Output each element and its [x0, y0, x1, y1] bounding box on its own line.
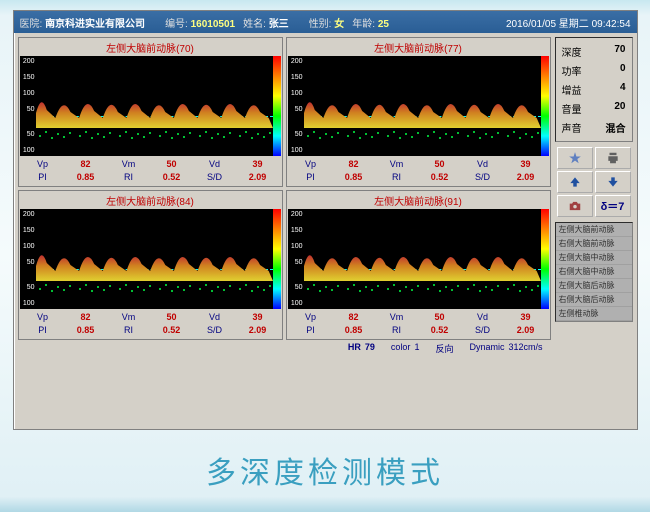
print-button[interactable] — [595, 147, 631, 169]
sound-value: 混合 — [606, 120, 626, 135]
name-label: 姓名: — [243, 19, 266, 30]
panel-title: 左侧大脑前动脉(77) — [288, 39, 549, 56]
panel-title: 左侧大脑前动脉(91) — [288, 192, 549, 209]
camera-button[interactable] — [557, 195, 593, 217]
volume-value: 20 — [614, 101, 625, 116]
gender-value: 女 — [334, 19, 344, 30]
dynamic-value: 312cm/s — [508, 342, 542, 355]
vessel-list[interactable]: 左侧大脑前动脉右侧大脑前动脉左侧大脑中动脉右侧大脑中动脉左侧大脑后动脉右侧大脑后… — [555, 222, 633, 322]
page-caption: 多深度检测模式 — [10, 448, 640, 492]
spectrum-panel-1: 左侧大脑前动脉(77) 2001501005050100 Vp82 Vm50 V… — [286, 37, 551, 187]
colorbar — [541, 56, 549, 156]
name-value: 张三 — [269, 19, 289, 30]
vessel-item[interactable]: 右侧大脑前动脉 — [556, 237, 632, 251]
app-window: 医院: 南京科进实业有限公司 编号: 16010501 姓名: 张三 性别: 女… — [13, 10, 638, 430]
vessel-item[interactable]: 左侧椎动脉 — [556, 307, 632, 321]
control-panel: 深度 70 功率 0 增益 4 音量 20 声音 混合 δ＝7 左侧大脑前动脉右侧大脑前动… — [555, 37, 633, 357]
datetime: 2016/01/05 星期二 09:42:54 — [506, 15, 631, 30]
vessel-item[interactable]: 左侧大脑前动脉 — [556, 223, 632, 237]
vessel-item[interactable]: 右侧大脑后动脉 — [556, 293, 632, 307]
spectrum-display[interactable]: 2001501005050100 — [288, 209, 549, 309]
spectrum-panel-0: 左侧大脑前动脉(70) 2001501005050100 Vp82 Vm50 V… — [18, 37, 283, 187]
spectrum-grid: 左侧大脑前动脉(70) 2001501005050100 Vp82 Vm50 V… — [18, 37, 551, 357]
color-label: color — [391, 342, 411, 355]
y-axis: 2001501005050100 — [288, 56, 304, 156]
y-axis: 2001501005050100 — [20, 56, 36, 156]
gain-value: 4 — [620, 82, 626, 97]
hospital-value: 南京科进实业有限公司 — [45, 19, 145, 30]
vessel-item[interactable]: 左侧大脑后动脉 — [556, 279, 632, 293]
down-button[interactable] — [595, 171, 631, 193]
metrics-row: Vp82 Vm50 Vd39 PI0.85 RI0.52 S/D2.09 — [20, 156, 281, 185]
delta-button[interactable]: δ＝7 — [595, 195, 631, 217]
colorbar — [541, 209, 549, 309]
panel-title: 左侧大脑前动脉(84) — [20, 192, 281, 209]
y-axis: 2001501005050100 — [20, 209, 36, 309]
volume-label: 音量 — [562, 101, 582, 116]
vessel-item[interactable]: 右侧椎动脉 — [556, 321, 632, 322]
status-bar: HR 79 color 1 反向 Dynamic 312cm/s — [18, 340, 551, 357]
id-value: 16010501 — [191, 19, 236, 30]
spectrum-panel-2: 左侧大脑前动脉(84) 2001501005050100 Vp82 Vm50 V… — [18, 190, 283, 340]
spectrum-panel-3: 左侧大脑前动脉(91) 2001501005050100 Vp82 Vm50 V… — [286, 190, 551, 340]
gender-label: 性别: — [309, 19, 332, 30]
metrics-row: Vp82 Vm50 Vd39 PI0.85 RI0.52 S/D2.09 — [288, 156, 549, 185]
hospital-label: 医院: — [20, 19, 43, 30]
title-bar: 医院: 南京科进实业有限公司 编号: 16010501 姓名: 张三 性别: 女… — [14, 11, 637, 33]
depth-value: 70 — [614, 44, 625, 59]
parameter-box: 深度 70 功率 0 增益 4 音量 20 声音 混合 — [555, 37, 633, 142]
power-label: 功率 — [562, 63, 582, 78]
spectrum-display[interactable]: 2001501005050100 — [20, 209, 281, 309]
dynamic-label: Dynamic — [469, 342, 504, 355]
colorbar — [273, 209, 281, 309]
star-button[interactable] — [557, 147, 593, 169]
hr-label: HR — [348, 342, 361, 355]
up-button[interactable] — [557, 171, 593, 193]
vessel-item[interactable]: 右侧大脑中动脉 — [556, 265, 632, 279]
button-grid: δ＝7 — [555, 145, 633, 219]
age-label: 年龄: — [352, 19, 375, 30]
direction-label: 反向 — [435, 342, 453, 355]
color-value: 1 — [414, 342, 419, 355]
y-axis: 2001501005050100 — [288, 209, 304, 309]
spectrum-display[interactable]: 2001501005050100 — [288, 56, 549, 156]
panel-title: 左侧大脑前动脉(70) — [20, 39, 281, 56]
metrics-row: Vp82 Vm50 Vd39 PI0.85 RI0.52 S/D2.09 — [20, 309, 281, 338]
vessel-item[interactable]: 左侧大脑中动脉 — [556, 251, 632, 265]
age-value: 25 — [378, 19, 389, 30]
gain-label: 增益 — [562, 82, 582, 97]
depth-label: 深度 — [562, 44, 582, 59]
metrics-row: Vp82 Vm50 Vd39 PI0.85 RI0.52 S/D2.09 — [288, 309, 549, 338]
sound-label: 声音 — [562, 120, 582, 135]
power-value: 0 — [620, 63, 626, 78]
hr-value: 79 — [365, 342, 375, 355]
spectrum-display[interactable]: 2001501005050100 — [20, 56, 281, 156]
id-label: 编号: — [165, 19, 188, 30]
colorbar — [273, 56, 281, 156]
